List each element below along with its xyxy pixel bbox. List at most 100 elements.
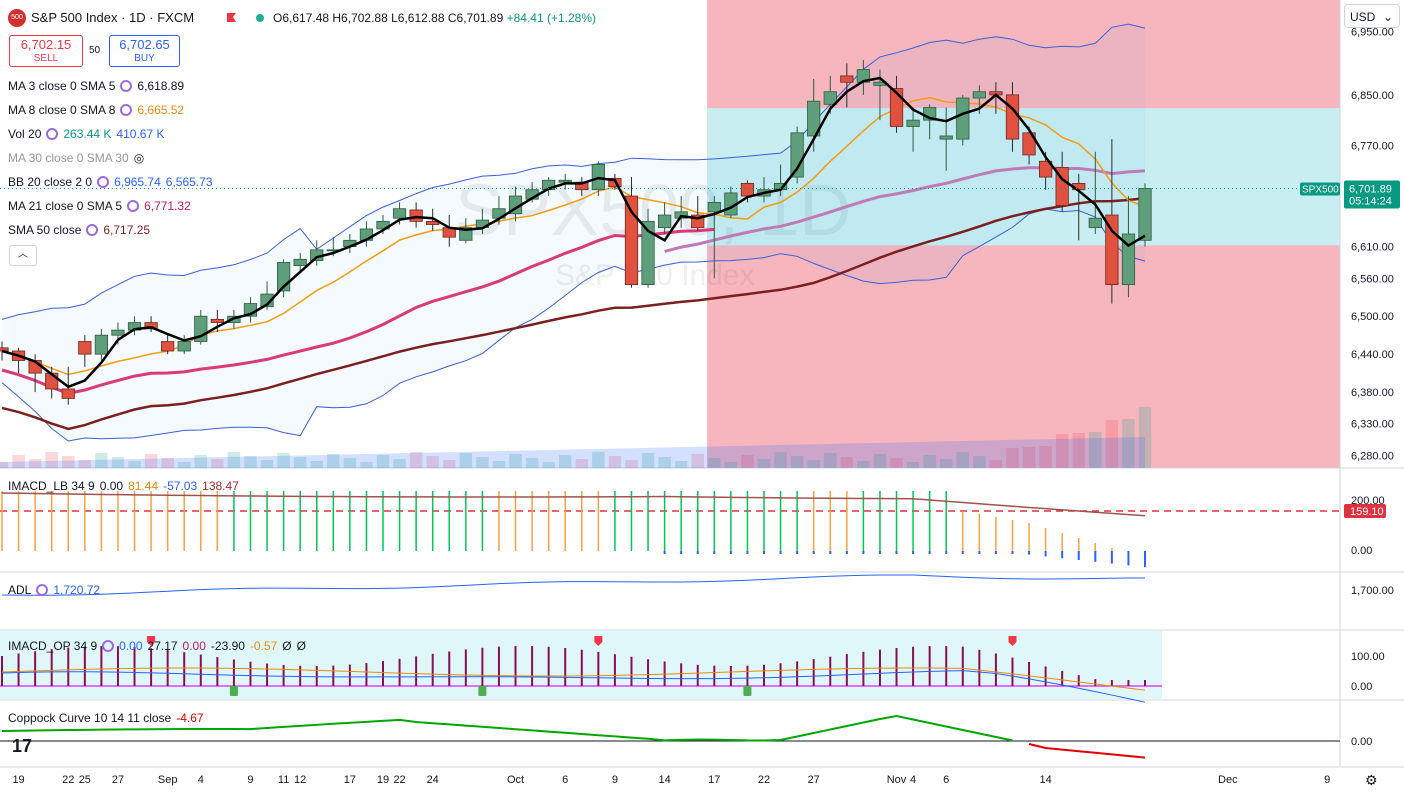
symbol-logo: 500 <box>8 9 26 27</box>
candle-body <box>906 119 920 127</box>
flag-icon[interactable] <box>226 12 237 23</box>
volume-bar <box>459 453 473 468</box>
settings-icon <box>120 104 133 116</box>
legend-row[interactable]: MA 8 close 0 SMA 8 6,665.52 <box>8 103 185 117</box>
bb-fill <box>2 24 1145 442</box>
volume-bar <box>0 462 9 468</box>
macd-op-legend[interactable]: IMACD_OP 34 9 0.00 27.17 0.00 -23.90 -0.57 Ø Ø <box>8 639 306 653</box>
buy-marker-icon <box>229 686 238 696</box>
volume-bar <box>277 453 290 468</box>
volume-bar <box>293 457 307 468</box>
chevron-down-icon: ⌄ <box>1382 10 1393 24</box>
last-price-tag-bg <box>1344 180 1400 209</box>
candle-body <box>840 75 854 83</box>
spread-value: 50 <box>89 45 101 56</box>
volume-bar <box>790 456 804 468</box>
candle-body <box>657 214 672 229</box>
candle-body <box>1088 217 1102 229</box>
ohlc-high: H6,702.88 <box>332 11 388 25</box>
adl-legend[interactable]: ADL 1,720.72 <box>8 583 101 597</box>
volume-bar <box>409 452 423 468</box>
bb-upper-line <box>1 23 1146 320</box>
ohlc-readout: O6,617.48 H6,702.88 L6,612.88 C6,701.89 … <box>273 10 596 26</box>
sell-button[interactable]: 6,702.15 SELL <box>9 35 83 67</box>
candle-body <box>409 209 423 222</box>
market-status-icon <box>256 14 264 22</box>
volume-bar <box>194 455 207 468</box>
volume-bar <box>575 459 588 468</box>
volume-bar <box>509 454 522 468</box>
candle-body <box>1121 233 1136 285</box>
volume-bar <box>1105 420 1119 468</box>
macd-lb-tag: 159.10 <box>1350 506 1384 518</box>
volume-bar <box>95 453 108 468</box>
volume-bar <box>708 458 721 468</box>
volume-bar <box>774 452 787 468</box>
candle-body <box>392 208 407 219</box>
time-axis-label: 14 <box>658 774 670 786</box>
macd-lb-legend[interactable]: IMACD_LB 34 9 0.00 81.44 -57.03 138.47 <box>8 479 239 493</box>
volume-bar <box>227 452 241 468</box>
last-price-countdown: 05:14:24 <box>1349 196 1392 208</box>
candle-body <box>889 88 904 127</box>
time-axis-label: 17 <box>344 774 356 786</box>
volume-bar <box>1089 432 1102 468</box>
settings-icon <box>46 128 59 140</box>
macd-op-line <box>1 670 1146 703</box>
volume-bar <box>343 458 357 468</box>
legend-row[interactable]: MA 3 close 0 SMA 5 6,618.89 <box>8 79 185 93</box>
volume-bar <box>1122 419 1135 468</box>
watermark-name: S&P 500 Index <box>555 259 755 292</box>
candle-body <box>61 388 75 399</box>
volume-bar <box>1039 446 1052 468</box>
candle-body <box>956 97 970 140</box>
volume-bar <box>691 454 704 468</box>
volume-bar <box>12 455 25 468</box>
legend-row[interactable]: SMA 50 close 6,717.25 <box>8 223 151 237</box>
candle-body <box>807 100 821 137</box>
volume-bar <box>559 455 572 468</box>
time-axis-label: 4 <box>910 774 916 786</box>
settings-gear-icon[interactable]: ⚙ <box>1365 772 1378 788</box>
volume-bar <box>674 461 688 468</box>
buy-button[interactable]: 6,702.65 BUY <box>109 35 180 67</box>
price-axis-label: 6,440.00 <box>1351 349 1394 361</box>
volume-bar <box>989 460 1003 468</box>
volume-bar <box>376 455 390 468</box>
price-axis-label: 6,330.00 <box>1351 419 1394 431</box>
time-axis-label: 9 <box>247 774 253 786</box>
time-axis-label: 27 <box>112 774 124 786</box>
candle-body <box>641 220 655 285</box>
time-axis-label: 12 <box>294 774 306 786</box>
candle-body <box>740 183 755 197</box>
symbol-title[interactable]: S&P 500 Index · 1D · FXCM <box>31 10 195 25</box>
adl-line <box>1 574 1146 596</box>
legend-row[interactable]: BB 20 close 2 0 6,965.74 6,565.73 <box>8 175 213 189</box>
symbol-tag: SPX500 <box>1302 185 1339 196</box>
volume-bar <box>923 455 936 468</box>
volume-bar <box>426 456 439 468</box>
volume-bar <box>476 457 489 468</box>
macd-lb-tag-bg <box>1344 504 1386 518</box>
currency-select[interactable]: USD ⌄ <box>1344 4 1400 28</box>
volume-bar <box>178 462 191 468</box>
macd-op-axis-label: 100.00 <box>1351 651 1385 663</box>
volume-bar <box>260 460 274 468</box>
legend-row[interactable]: MA 30 close 0 SMA 30 ◎ <box>8 151 145 165</box>
time-axis-label: Nov <box>887 774 907 786</box>
volume-bar <box>1006 448 1019 468</box>
legend-row[interactable]: Vol 20 263.44 K 410.67 K <box>8 127 165 141</box>
coppock-legend[interactable]: Coppock Curve 10 14 11 close -4.67 <box>8 711 204 725</box>
collapse-legend-button[interactable]: ︿ <box>9 245 37 266</box>
legend-row[interactable]: MA 21 close 0 SMA 5 6,771.32 <box>8 199 191 213</box>
settings-icon <box>36 584 49 596</box>
candle-body <box>624 195 639 285</box>
volume-bar <box>1055 434 1069 468</box>
coppock-line-negative <box>1028 743 1146 759</box>
volume-bar <box>1022 447 1036 468</box>
macd-op-axis-label: 0.00 <box>1351 681 1372 693</box>
sma50-line <box>1 196 1146 431</box>
coppock-axis-label: 0.00 <box>1351 736 1372 748</box>
sell-marker-icon <box>1008 636 1017 646</box>
